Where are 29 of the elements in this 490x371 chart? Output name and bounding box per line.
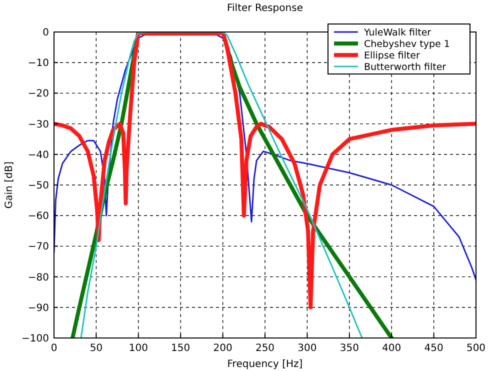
legend-label: YuleWalk filter (363, 28, 432, 38)
y-tick-label: −50 (28, 180, 49, 192)
x-tick-label: 300 (298, 343, 317, 354)
x-tick-label: 150 (171, 343, 190, 354)
x-tick-label: 350 (340, 343, 359, 354)
y-tick-label: −40 (28, 150, 49, 161)
x-tick-label: 250 (255, 343, 275, 354)
x-axis-title: Frequency [Hz] (227, 359, 303, 370)
legend-label: Butterworth filter (364, 62, 446, 73)
y-axis-title: Gain [dB] (4, 161, 15, 209)
y-tick-label: 0 (42, 28, 49, 38)
chart-title: Filter Response (227, 3, 303, 14)
y-tick-label: −90 (28, 302, 49, 314)
y-tick-label: −20 (28, 88, 49, 100)
x-tick-label: 100 (128, 343, 148, 354)
y-tick-label: −70 (28, 242, 49, 253)
x-tick-label: 200 (213, 343, 232, 354)
legend-label: Chebyshev type 1 (364, 39, 450, 50)
y-tick-label: −100 (22, 334, 49, 344)
y-tick-label: −10 (28, 58, 49, 70)
x-tick-label: 0 (50, 343, 58, 354)
y-tick-label: −60 (28, 211, 49, 222)
x-tick-label: 500 (466, 343, 486, 354)
y-tick-label: −30 (28, 119, 49, 130)
x-tick-label: 450 (424, 343, 444, 354)
x-tick-label: 50 (90, 343, 103, 354)
y-tick-label: −80 (28, 272, 49, 284)
x-tick-label: 400 (382, 343, 402, 354)
legend-label: Ellipse filter (364, 50, 420, 62)
